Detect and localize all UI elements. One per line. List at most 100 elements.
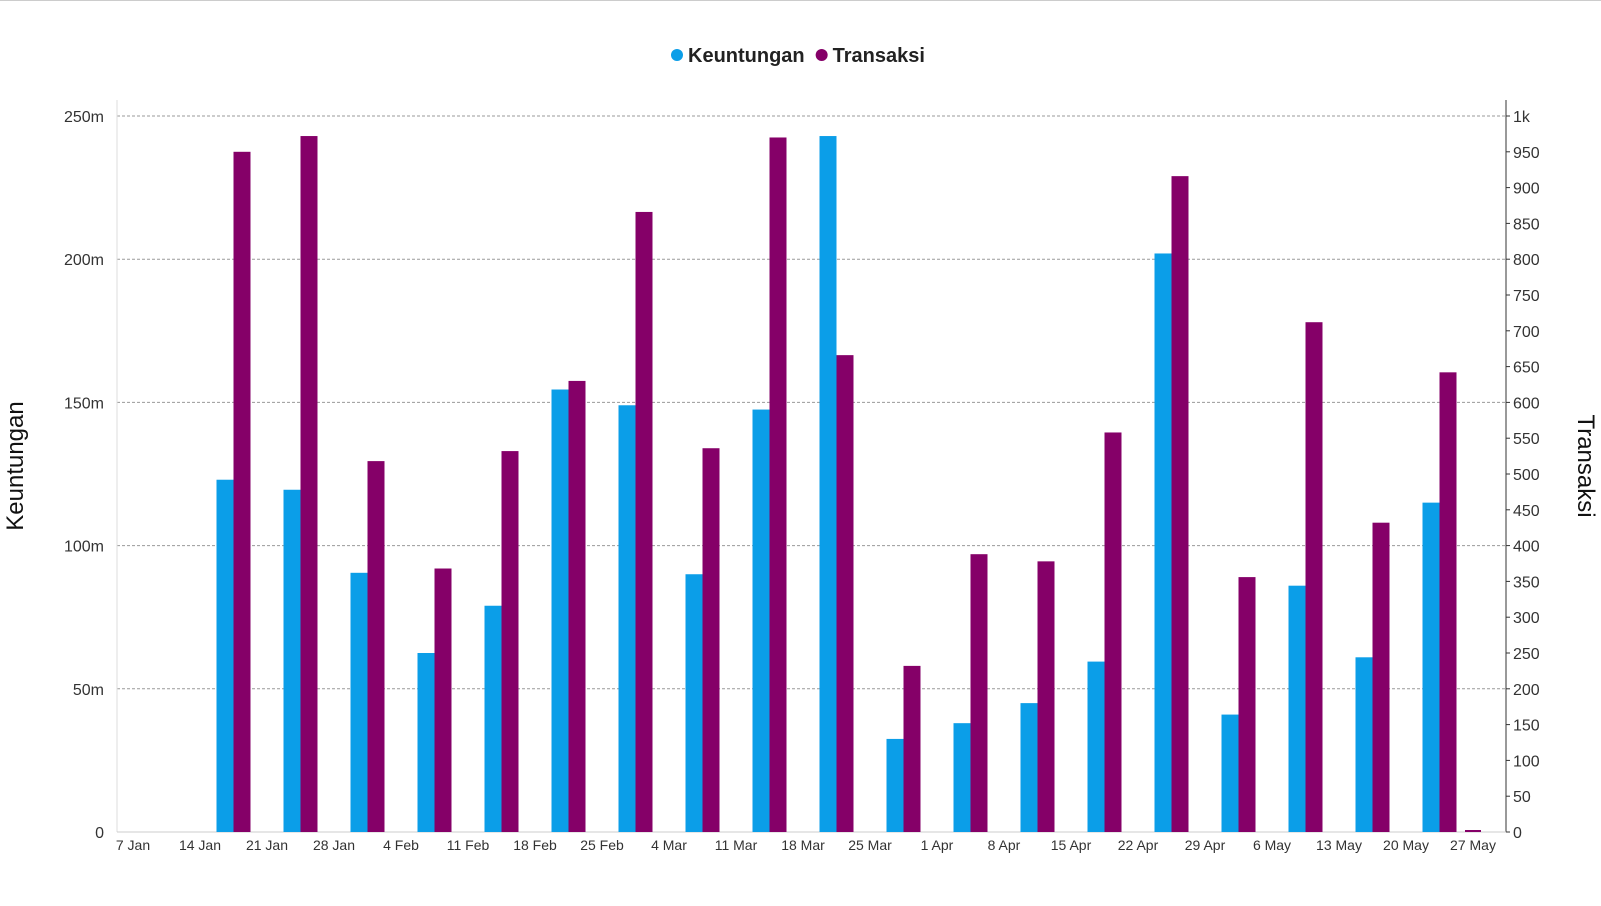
bar-transaksi: [970, 554, 988, 832]
left-axis-ticks: 0 50m 100m 150m 200m 250m: [64, 109, 104, 842]
y-right-tick-label: 100: [1513, 753, 1540, 770]
y-right-tick-label: 500: [1513, 467, 1540, 484]
bar-keuntungan: [1355, 657, 1373, 832]
bar-keuntungan: [886, 738, 904, 832]
y-right-tick-label: 600: [1513, 395, 1540, 412]
bar-keuntungan: [484, 605, 502, 832]
bar-transaksi: [903, 665, 921, 832]
y-right-tick-label: 1k: [1513, 109, 1531, 126]
x-tick-label: 21 Jan: [246, 837, 288, 853]
y-right-tick-label: 850: [1513, 216, 1540, 233]
y-right-tick-label: 650: [1513, 360, 1540, 377]
x-tick-label: 11 Mar: [715, 837, 758, 853]
x-tick-label: 25 Feb: [580, 837, 624, 853]
y-left-tick-label: 100m: [64, 539, 104, 556]
y-right-tick-label: 150: [1513, 718, 1540, 735]
y-right-tick-label: 800: [1513, 252, 1540, 269]
x-tick-label: 13 May: [1316, 837, 1362, 853]
y-right-tick-label: 0: [1513, 825, 1522, 842]
bar-transaksi: [233, 151, 251, 833]
legend-label-keuntungan: Keuntungan: [688, 45, 805, 67]
y-left-tick-label: 50m: [73, 682, 104, 699]
y-right-tick-label: 300: [1513, 610, 1540, 627]
right-axis-ticks: 0 50 100 150 200 250 300 350 400 450 500 550 600 650 7…: [1506, 109, 1540, 842]
bar-keuntungan: [417, 653, 435, 832]
x-tick-label: 25 Mar: [848, 837, 892, 853]
bar-keuntungan: [283, 489, 301, 832]
y-right-tick-label: 900: [1513, 181, 1540, 198]
y-right-tick-label: 750: [1513, 288, 1540, 305]
x-tick-label: 4 Mar: [651, 837, 687, 853]
x-tick-label: 14 Jan: [179, 837, 221, 853]
y-right-tick-label: 450: [1513, 503, 1540, 520]
bar-keuntungan: [1422, 502, 1440, 832]
x-tick-label: 6 May: [1253, 837, 1291, 853]
axes: [116, 100, 1507, 833]
legend[interactable]: Keuntungan Transaksi: [671, 45, 925, 67]
y-right-tick-label: 350: [1513, 574, 1540, 591]
y-left-tick-label: 200m: [64, 252, 104, 269]
x-axis-ticks: 7 Jan 14 Jan 21 Jan 28 Jan 4 Feb 11 Feb 18 Feb…: [116, 837, 1496, 853]
bar-keuntungan: [819, 136, 837, 833]
bar-keuntungan: [1221, 714, 1239, 832]
bar-keuntungan: [685, 574, 703, 832]
bar-keuntungan: [216, 479, 234, 832]
x-tick-label: 4 Feb: [383, 837, 419, 853]
bar-keuntungan: [1020, 703, 1038, 832]
y-right-tick-label: 700: [1513, 324, 1540, 341]
bar-transaksi: [635, 211, 653, 833]
bar-transaksi: [1238, 577, 1256, 832]
bar-transaksi: [836, 355, 854, 832]
y-right-tick-label: 400: [1513, 539, 1540, 556]
bar-keuntungan: [752, 409, 770, 832]
y-right-tick-label: 200: [1513, 682, 1540, 699]
y-right-tick-label: 550: [1513, 431, 1540, 448]
x-tick-label: 11 Feb: [447, 837, 490, 853]
y-axis-left-label: Keuntungan: [2, 401, 29, 530]
x-tick-label: 15 Apr: [1051, 837, 1092, 853]
bar-transaksi: [1439, 372, 1457, 832]
bar-transaksi: [702, 448, 720, 832]
y-right-tick-label: 950: [1513, 145, 1540, 162]
x-tick-label: 8 Apr: [988, 837, 1021, 853]
y-right-tick-label: 250: [1513, 646, 1540, 663]
bar-transaksi: [1104, 432, 1122, 832]
x-tick-label: 29 Apr: [1185, 837, 1226, 853]
bar-transaksi: [769, 137, 787, 833]
y-left-tick-label: 250m: [64, 109, 104, 126]
bar-transaksi: [1171, 176, 1189, 833]
bar-transaksi: [1372, 522, 1390, 832]
y-left-tick-label: 150m: [64, 395, 104, 412]
x-tick-label: 7 Jan: [116, 837, 150, 853]
y-right-tick-label: 50: [1513, 789, 1531, 806]
x-tick-label: 18 Feb: [513, 837, 557, 853]
bar-keuntungan: [953, 723, 971, 832]
y-left-tick-label: 0: [95, 825, 104, 842]
bar-transaksi: [367, 461, 385, 832]
legend-label-transaksi: Transaksi: [833, 45, 925, 67]
bar-transaksi: [1037, 561, 1055, 832]
bar-transaksi: [568, 380, 586, 832]
bar-keuntungan: [1154, 253, 1172, 833]
x-tick-label: 20 May: [1383, 837, 1429, 853]
bar-keuntungan: [618, 405, 636, 832]
bar-keuntungan: [551, 389, 569, 832]
bar-transaksi: [300, 136, 318, 833]
bar-transaksi: [501, 451, 519, 832]
x-tick-label: 18 Mar: [781, 837, 825, 853]
x-tick-label: 1 Apr: [921, 837, 954, 853]
top-divider: [0, 0, 1601, 1]
x-tick-label: 27 May: [1450, 837, 1496, 853]
y-axis-right-label: Transaksi: [1572, 414, 1599, 517]
bar-keuntungan: [1087, 661, 1105, 832]
bars: [216, 136, 1481, 833]
bar-keuntungan: [350, 572, 368, 832]
bar-transaksi: [1305, 322, 1323, 832]
grid: [117, 115, 1506, 690]
legend-marker-keuntungan: [671, 49, 683, 61]
x-tick-label: 28 Jan: [313, 837, 355, 853]
legend-marker-transaksi: [815, 49, 828, 61]
bar-keuntungan: [1288, 585, 1306, 832]
